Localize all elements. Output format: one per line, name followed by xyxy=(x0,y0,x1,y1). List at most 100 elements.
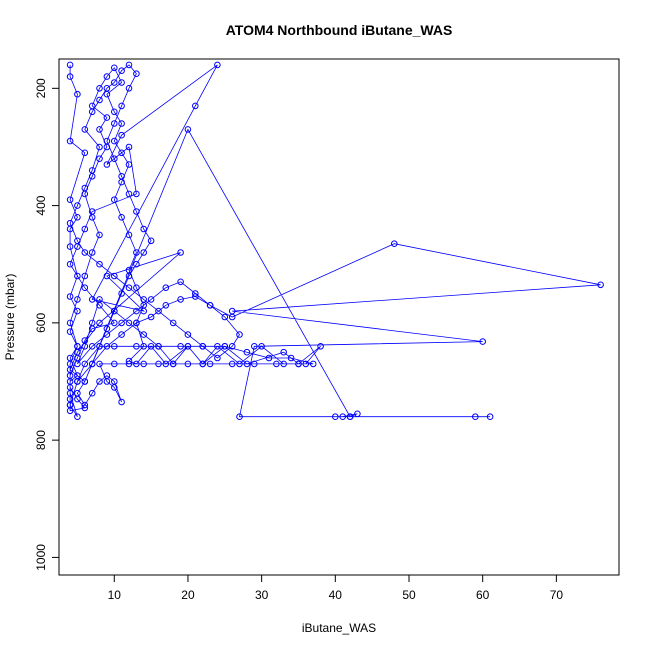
y-tick-label: 800 xyxy=(34,430,48,450)
data-point xyxy=(236,331,243,338)
data-point xyxy=(125,85,133,92)
data-point xyxy=(597,281,604,289)
data-point xyxy=(486,413,494,421)
data-point xyxy=(103,85,111,92)
series-line xyxy=(69,64,601,418)
data-point xyxy=(88,108,96,116)
data-point xyxy=(221,313,229,321)
data-point xyxy=(280,348,288,356)
data-point xyxy=(147,296,155,303)
data-point xyxy=(96,302,103,309)
data-point xyxy=(140,331,147,338)
data-point xyxy=(74,202,81,209)
data-point xyxy=(81,126,89,133)
data-point xyxy=(74,413,81,421)
data-point xyxy=(111,64,118,72)
data-point xyxy=(81,225,89,233)
data-point xyxy=(125,284,133,292)
data-point xyxy=(66,407,74,415)
data-point xyxy=(155,307,162,315)
data-point xyxy=(391,240,398,247)
data-point xyxy=(214,61,221,69)
data-point xyxy=(66,293,74,300)
data-point xyxy=(273,360,280,368)
data-point xyxy=(125,357,133,365)
data-point xyxy=(162,302,170,309)
data-point xyxy=(111,319,118,327)
plot-frame xyxy=(58,58,620,576)
data-point xyxy=(74,378,81,385)
data-point xyxy=(302,360,310,368)
data-point xyxy=(472,413,479,421)
data-point xyxy=(133,249,140,256)
data-point xyxy=(111,155,118,162)
data-point xyxy=(96,319,103,327)
data-point xyxy=(236,360,243,368)
data-point xyxy=(287,354,295,362)
data-point xyxy=(147,313,155,321)
data-point xyxy=(96,126,103,133)
data-point xyxy=(155,343,162,350)
data-point xyxy=(243,348,251,356)
data-point xyxy=(81,249,89,256)
x-axis-label: iButane_WAS xyxy=(302,621,376,635)
data-point xyxy=(88,167,96,174)
data-point xyxy=(140,307,147,315)
data-point xyxy=(118,67,125,74)
data-point xyxy=(177,343,184,350)
data-point xyxy=(118,290,125,297)
data-point xyxy=(243,360,251,368)
data-point xyxy=(66,328,74,336)
data-point xyxy=(199,343,206,350)
data-point xyxy=(118,173,125,180)
plot-series xyxy=(66,61,604,421)
data-point xyxy=(74,296,81,303)
data-point xyxy=(228,360,236,368)
y-tick-label: 600 xyxy=(34,313,48,333)
data-point xyxy=(214,343,221,350)
y-axis-label: Pressure (mbar) xyxy=(3,274,17,361)
data-point xyxy=(103,325,111,333)
x-tick-label: 10 xyxy=(108,588,122,602)
x-tick-label: 60 xyxy=(476,588,490,602)
data-point xyxy=(66,137,74,145)
data-point xyxy=(103,272,111,280)
data-point xyxy=(111,384,118,391)
data-point xyxy=(125,360,133,368)
data-point xyxy=(96,155,103,162)
data-point xyxy=(162,360,170,368)
data-point xyxy=(66,196,74,203)
data-point xyxy=(140,343,147,350)
data-point xyxy=(184,343,192,350)
data-point xyxy=(155,360,162,368)
data-point xyxy=(169,360,177,368)
x-tick-label: 20 xyxy=(181,588,195,602)
data-point xyxy=(206,302,214,309)
data-point xyxy=(133,70,140,77)
data-point xyxy=(125,190,133,198)
data-point xyxy=(309,360,317,368)
data-point xyxy=(96,360,103,368)
data-point xyxy=(140,296,147,303)
data-point xyxy=(133,360,140,368)
data-point xyxy=(184,331,192,338)
data-point xyxy=(133,284,140,292)
data-point xyxy=(251,360,258,368)
data-point xyxy=(133,208,140,215)
data-point xyxy=(118,79,125,86)
data-point xyxy=(192,290,199,297)
data-point xyxy=(177,249,184,256)
data-point xyxy=(88,249,96,256)
data-point xyxy=(88,296,96,303)
data-point xyxy=(118,398,125,406)
data-point xyxy=(74,307,81,315)
data-point xyxy=(332,413,339,421)
data-point xyxy=(118,120,125,127)
data-point xyxy=(103,343,111,350)
data-point xyxy=(133,260,140,268)
data-point xyxy=(118,214,125,221)
data-point xyxy=(228,307,236,315)
data-point xyxy=(147,237,155,245)
data-point xyxy=(228,343,236,350)
